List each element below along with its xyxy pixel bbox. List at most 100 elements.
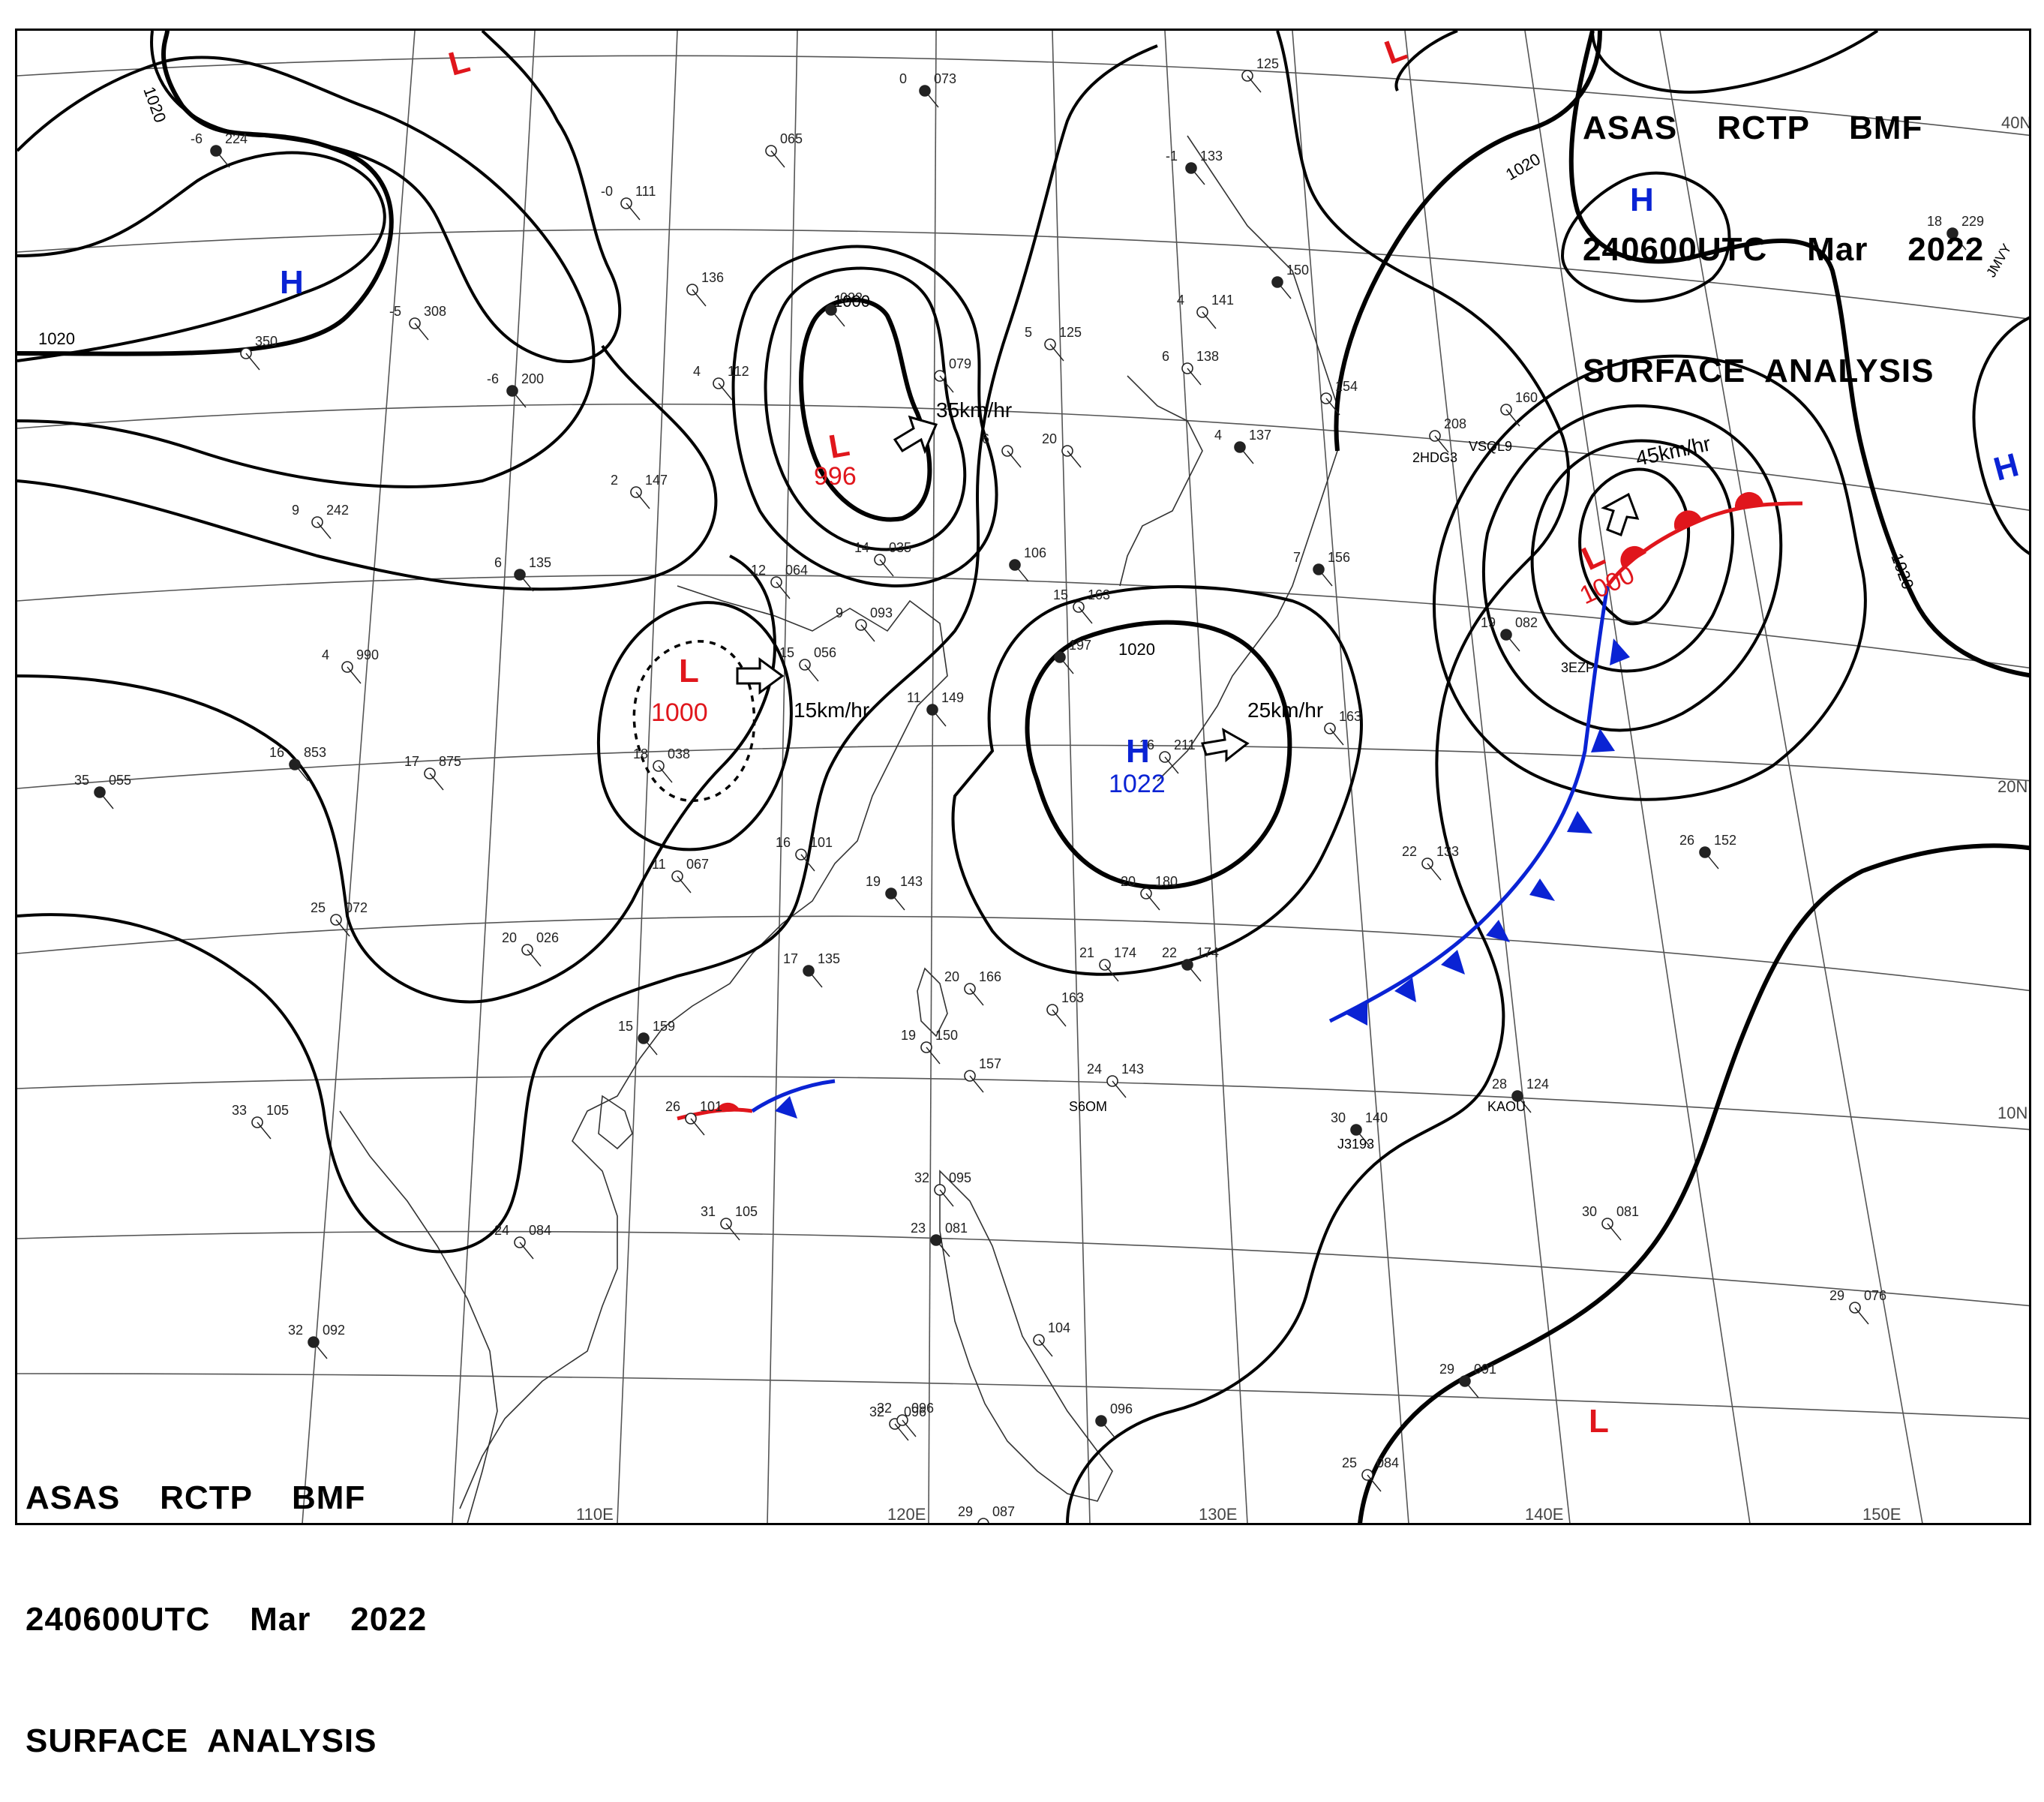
isobar	[17, 44, 1158, 1254]
station-pressure: 143	[1121, 1062, 1144, 1077]
wind-barb	[1187, 964, 1202, 982]
isobar	[1432, 354, 1867, 801]
wind-barb	[932, 709, 947, 727]
coastline-japan	[1157, 135, 1338, 782]
wind-barb	[1355, 1129, 1370, 1147]
station-pressure: 133	[1200, 149, 1223, 164]
station-temperature: 32	[869, 1404, 884, 1419]
station-temperature: 35	[74, 773, 89, 788]
wind-barb	[1704, 851, 1719, 869]
wind-barb	[776, 581, 791, 599]
station-temperature: 26	[1679, 833, 1694, 848]
station-plot: 11 067	[652, 857, 709, 893]
station-temperature: 6	[1162, 349, 1169, 364]
wind-barb	[1318, 569, 1333, 587]
isobar-label: 1000	[833, 292, 870, 311]
station-pressure: 104	[1048, 1320, 1070, 1335]
coastlines	[339, 135, 1338, 1523]
station-pressure: 125	[1256, 56, 1279, 71]
station-pressure: 141	[1211, 293, 1234, 308]
station-pressure: 081	[945, 1221, 968, 1236]
station-temperature: 15	[1053, 587, 1068, 602]
wind-barb	[1007, 450, 1022, 468]
station-temperature: 32	[288, 1323, 303, 1338]
station-plot: 19 082	[1481, 615, 1538, 652]
movement-speed: 35km/hr	[936, 398, 1012, 422]
wind-barb	[635, 491, 650, 509]
isobar	[17, 151, 386, 362]
wind-barb	[335, 919, 350, 937]
wind-barb	[879, 559, 894, 577]
isobar-label: 1020	[1887, 551, 1917, 592]
station-plot: 25 084	[1342, 1455, 1399, 1492]
station-plot: 4 141	[1177, 293, 1234, 329]
station-pressure: 990	[356, 647, 379, 662]
wind-barb	[939, 375, 954, 393]
lon-label: 140E	[1525, 1505, 1563, 1524]
isobar-label: 1020	[1118, 640, 1155, 659]
station-plot: 24 084	[494, 1223, 551, 1260]
wind-barb	[830, 309, 845, 327]
station-plot: 106	[1009, 545, 1046, 582]
station-plot: -0 111	[601, 184, 656, 221]
wind-barb	[519, 574, 534, 592]
station-temperature: 25	[1342, 1455, 1357, 1470]
station-temperature: 11	[907, 690, 921, 705]
station-pressure: 308	[424, 304, 446, 319]
lon-line-105e	[452, 31, 536, 1523]
cold-front-barb	[1567, 811, 1592, 833]
station-pressure: 111	[635, 184, 656, 199]
station-pressure: 163	[1061, 990, 1084, 1005]
station-temperature: 29	[958, 1504, 973, 1519]
station-pressure: 157	[979, 1056, 1001, 1071]
wind-barb	[1854, 1307, 1869, 1325]
ship-id: VSQL9	[1469, 439, 1512, 454]
isobar-bold-1020	[1568, 31, 2029, 678]
warm-front-bump	[1673, 510, 1702, 530]
lon-line-135e	[1292, 31, 1409, 1523]
wind-barb	[643, 1038, 658, 1056]
station-pressure: 166	[979, 969, 1001, 984]
wind-barb	[1049, 344, 1064, 362]
station-plot: 15 163	[1053, 587, 1110, 624]
station-pressure: 082	[1515, 615, 1538, 630]
station-pressure: 200	[521, 371, 544, 386]
station-pressure: 106	[1024, 545, 1046, 560]
cold-front-barb	[775, 1096, 797, 1119]
station-pressure: 180	[1155, 874, 1178, 889]
station-pressure: 224	[225, 131, 248, 146]
station-temperature: 20	[502, 930, 517, 945]
station-plot: 9 093	[836, 605, 893, 642]
wind-barb	[1517, 1095, 1532, 1113]
station-pressure: 105	[266, 1103, 289, 1118]
wind-barb	[692, 289, 707, 307]
station-pressure: 076	[1864, 1288, 1886, 1303]
isobar-label: 1020	[1502, 149, 1544, 184]
wind-barb	[804, 664, 819, 682]
wind-barb	[1464, 1380, 1479, 1398]
lon-label: 150E	[1862, 1505, 1901, 1524]
station-temperature: 18	[1927, 214, 1942, 229]
station-temperature: 30	[1582, 1204, 1597, 1219]
station-plot: 23 081	[911, 1221, 968, 1257]
wind-barb	[1112, 1080, 1127, 1098]
wind-barb	[1190, 167, 1205, 185]
station-temperature: 19	[901, 1028, 916, 1043]
station-pressure: 084	[1376, 1455, 1399, 1470]
station-temperature: -6	[191, 131, 203, 146]
station-pressure: 096	[904, 1404, 926, 1419]
station-temperature: 11	[652, 857, 666, 872]
isobar-label: 1020	[38, 329, 75, 348]
station-temperature: 17	[783, 951, 798, 966]
lon-line-120e	[928, 31, 937, 1523]
coastline-hainan	[598, 1095, 633, 1150]
wind-barb	[527, 949, 542, 967]
station-plot: 20	[1042, 431, 1082, 468]
station-temperature: 21	[1079, 945, 1094, 960]
station-plot: -6 224	[191, 131, 248, 168]
station-pressure: 853	[304, 745, 326, 760]
station-pressure: 875	[439, 754, 461, 769]
station-pressure: 095	[949, 1170, 971, 1185]
